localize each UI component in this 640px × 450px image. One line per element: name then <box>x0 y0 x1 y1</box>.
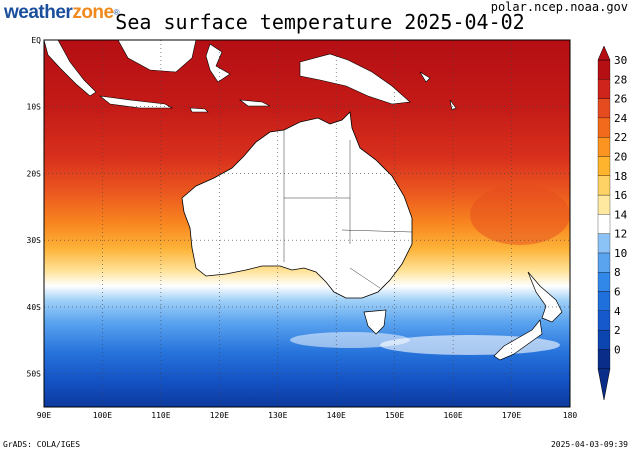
colorbar-swatch <box>597 349 611 369</box>
tasmania-landmass <box>363 309 387 335</box>
colorbar-label: 6 <box>614 286 621 299</box>
colorbar-swatch <box>597 137 611 157</box>
colorbar-label: 12 <box>614 228 627 241</box>
lon-tick-label: 120E <box>210 411 229 420</box>
lon-tick-label: 140E <box>327 411 346 420</box>
axis-tick-labels: 90E 100E 110E 120E 130E 140E 150E 160E 170E 180 EQ… <box>27 36 578 420</box>
new-guinea-landmass <box>299 53 411 105</box>
colorbar-swatch <box>597 214 611 234</box>
lon-tick-label: 100E <box>93 411 112 420</box>
lat-tick-label: 20S <box>27 169 42 178</box>
colorbar-label: 26 <box>614 93 627 106</box>
colorbar-swatch <box>597 329 611 350</box>
lon-tick-label: 170E <box>502 411 521 420</box>
lat-tick-label: 30S <box>27 236 42 245</box>
colorbar-label: 30 <box>614 54 627 67</box>
source-label: polar.ncep.noaa.gov <box>490 0 628 14</box>
colorbar-label: 4 <box>614 305 621 318</box>
grads-credit: GrADS: COLA/IGES <box>3 440 81 449</box>
lat-tick-label: 40S <box>27 303 42 312</box>
map-frame <box>43 39 571 408</box>
lon-tick-label: 180 <box>563 411 578 420</box>
colorbar-swatch <box>597 310 611 331</box>
lat-tick-label: 50S <box>27 370 42 379</box>
colorbar-swatch <box>597 175 611 196</box>
java-landmass <box>98 95 174 109</box>
warm-anomaly <box>470 185 570 245</box>
islands <box>189 71 457 113</box>
sulawesi-landmass <box>205 43 231 83</box>
colorbar-swatch <box>597 156 611 176</box>
timestamp: 2025-04-03-09:39 <box>550 440 628 449</box>
colorbar-swatch <box>597 291 611 311</box>
colorbar-label: 20 <box>614 150 627 163</box>
colorbar-label: 18 <box>614 170 627 183</box>
colorbar-label: 16 <box>614 189 627 202</box>
map-title: Sea surface temperature 2025-04-02 <box>115 10 525 34</box>
colorbar-swatch <box>597 233 611 254</box>
colorbar-swatch <box>597 117 611 138</box>
australia-landmass <box>181 111 413 299</box>
colorbar-label: 14 <box>614 208 628 221</box>
colorbar-min-arrow <box>597 368 611 401</box>
borneo-landmass <box>117 40 197 73</box>
lon-tick-label: 90E <box>37 411 52 420</box>
colorbar-swatch <box>597 59 611 80</box>
colorbar-label: 2 <box>614 324 621 337</box>
lat-tick-label: EQ <box>31 36 41 45</box>
colorbar-label: 22 <box>614 131 627 144</box>
colorbar-label: 24 <box>614 112 628 125</box>
colorbar-swatch <box>597 79 611 99</box>
sumatra-landmass <box>44 40 97 97</box>
colorbar-swatch <box>597 98 611 119</box>
colorbar-swatch <box>597 194 611 215</box>
colorbar-label: 10 <box>614 247 627 260</box>
colorbar-swatch <box>597 272 611 292</box>
cool-anomaly <box>290 332 410 348</box>
colorbar-label: 8 <box>614 266 621 279</box>
lon-tick-label: 160E <box>443 411 462 420</box>
lon-tick-label: 150E <box>385 411 404 420</box>
lon-tick-label: 110E <box>151 411 170 420</box>
colorbar-label: 28 <box>614 73 627 86</box>
new-zealand-south-island <box>493 319 543 361</box>
weatherzone-logo: weatherzone® <box>4 2 120 23</box>
colorbar-label: 0 <box>614 343 621 356</box>
new-zealand-north-island <box>527 271 563 323</box>
state-borders <box>283 130 413 289</box>
lon-tick-label: 130E <box>268 411 287 420</box>
colorbar-swatch <box>597 252 611 273</box>
colorbar-max-arrow <box>597 45 611 61</box>
lat-tick-label: 10S <box>27 103 42 112</box>
